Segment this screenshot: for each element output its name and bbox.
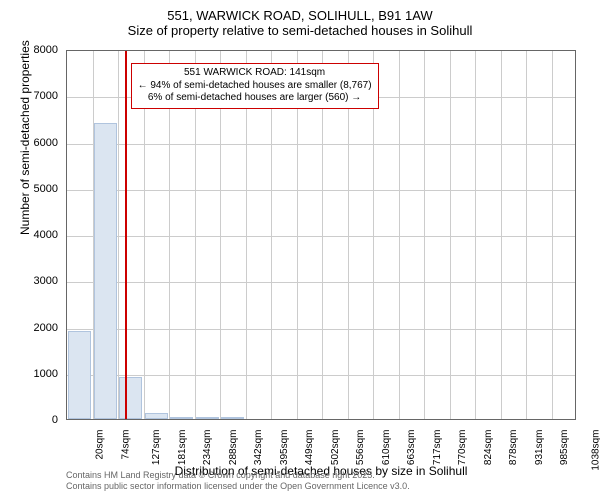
gridline-v — [424, 51, 425, 419]
y-tick-label: 5000 — [34, 183, 58, 195]
y-tick-label: 8000 — [34, 44, 58, 56]
x-tick-label: 342sqm — [253, 430, 264, 466]
x-tick-label: 395sqm — [279, 430, 290, 466]
x-tick-label: 770sqm — [457, 430, 468, 466]
y-tick-label: 6000 — [34, 137, 58, 149]
chart-container: 551, WARWICK ROAD, SOLIHULL, B91 1AW Siz… — [8, 8, 592, 492]
x-tick-label: 931sqm — [534, 430, 545, 466]
gridline-v — [526, 51, 527, 419]
gridline-v — [118, 51, 119, 419]
x-tick-label: 127sqm — [151, 430, 162, 466]
histogram-bar — [145, 413, 168, 419]
title-line1: 551, WARWICK ROAD, SOLIHULL, B91 1AW — [8, 8, 592, 23]
y-tick-label: 4000 — [34, 229, 58, 241]
title-line2: Size of property relative to semi-detach… — [8, 23, 592, 38]
x-tick-label: 663sqm — [406, 430, 417, 466]
x-tick-label: 449sqm — [304, 430, 315, 466]
y-tick-label: 3000 — [34, 275, 58, 287]
chart-title: 551, WARWICK ROAD, SOLIHULL, B91 1AW Siz… — [8, 8, 592, 38]
gridline-v — [501, 51, 502, 419]
y-axis-labels: 010002000300040005000600070008000 — [8, 50, 62, 420]
footer-line2: Contains public sector information licen… — [66, 481, 410, 492]
plot-area: 551 WARWICK ROAD: 141sqm ← 94% of semi-d… — [66, 50, 576, 420]
x-tick-label: 824sqm — [483, 430, 494, 466]
footer-line1: Contains HM Land Registry data © Crown c… — [66, 470, 410, 481]
x-tick-label: 878sqm — [508, 430, 519, 466]
gridline-v — [552, 51, 553, 419]
annotation-line1: 551 WARWICK ROAD: 141sqm — [138, 67, 372, 80]
annotation-line3: 6% of semi-detached houses are larger (5… — [138, 92, 372, 105]
x-tick-label: 985sqm — [559, 430, 570, 466]
histogram-bar — [94, 123, 117, 419]
x-tick-label: 717sqm — [432, 430, 443, 466]
histogram-bar — [196, 417, 219, 419]
x-tick-label: 502sqm — [330, 430, 341, 466]
x-tick-label: 181sqm — [177, 430, 188, 466]
gridline-v — [450, 51, 451, 419]
annotation-box: 551 WARWICK ROAD: 141sqm ← 94% of semi-d… — [131, 63, 379, 109]
x-tick-label: 74sqm — [120, 430, 131, 460]
histogram-bar — [221, 417, 244, 419]
y-tick-label: 0 — [52, 414, 58, 426]
marker-line — [125, 51, 127, 419]
x-tick-label: 1038sqm — [590, 430, 600, 471]
histogram-bar — [170, 417, 193, 419]
x-tick-label: 556sqm — [355, 430, 366, 466]
gridline-v — [399, 51, 400, 419]
x-tick-label: 610sqm — [381, 430, 392, 466]
annotation-line2: ← 94% of semi-detached houses are smalle… — [138, 80, 372, 93]
footer: Contains HM Land Registry data © Crown c… — [66, 470, 410, 492]
histogram-bar — [68, 331, 91, 419]
y-tick-label: 7000 — [34, 90, 58, 102]
gridline-v — [475, 51, 476, 419]
x-tick-label: 234sqm — [202, 430, 213, 466]
x-tick-label: 20sqm — [95, 430, 106, 460]
y-tick-label: 2000 — [34, 322, 58, 334]
histogram-bar — [119, 377, 142, 419]
y-tick-label: 1000 — [34, 368, 58, 380]
x-tick-label: 288sqm — [228, 430, 239, 466]
